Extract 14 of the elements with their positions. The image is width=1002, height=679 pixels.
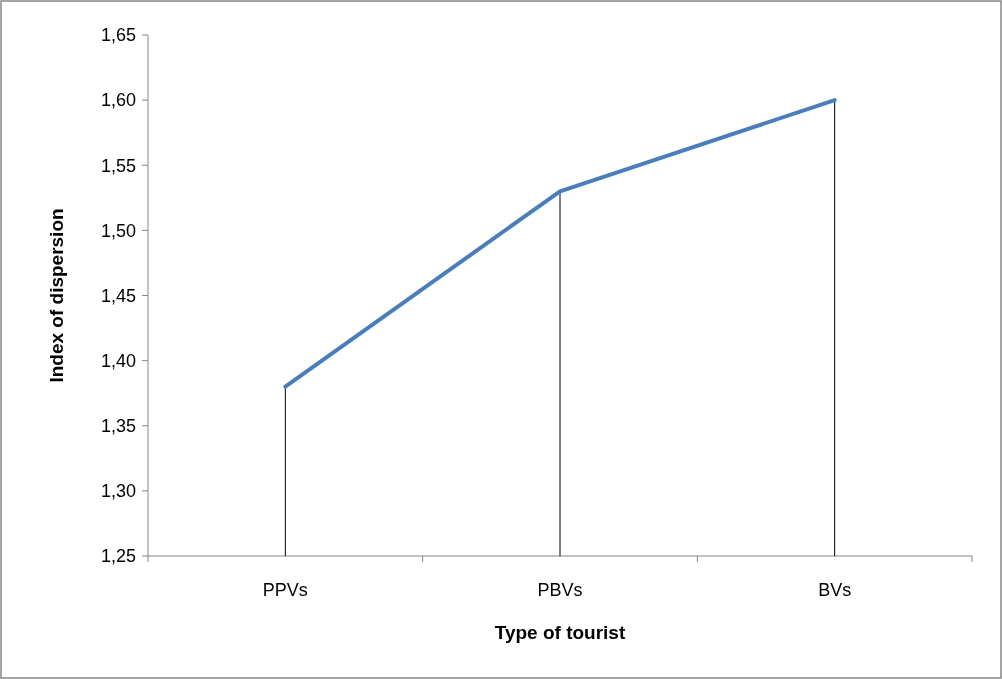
y-tick-label: 1,45 [100,285,136,306]
x-tick-label: PPVs [262,580,308,600]
x-tick-label: PBVs [537,580,583,600]
y-tick-label: 1,60 [100,90,136,111]
x-tick-label: BVs [818,580,852,600]
y-tick-label: 1,65 [100,25,136,46]
y-tick-label: 1,40 [100,350,136,371]
y-tick-label: 1,55 [100,155,136,176]
y-tick-label: 1,25 [100,546,136,567]
y-tick-label: 1,50 [100,220,136,241]
y-tick-label: 1,30 [100,481,136,502]
y-axis-title: Index of dispersion [46,208,67,383]
x-axis-title: Type of tourist [494,622,626,643]
y-tick-label: 1,35 [100,416,136,437]
